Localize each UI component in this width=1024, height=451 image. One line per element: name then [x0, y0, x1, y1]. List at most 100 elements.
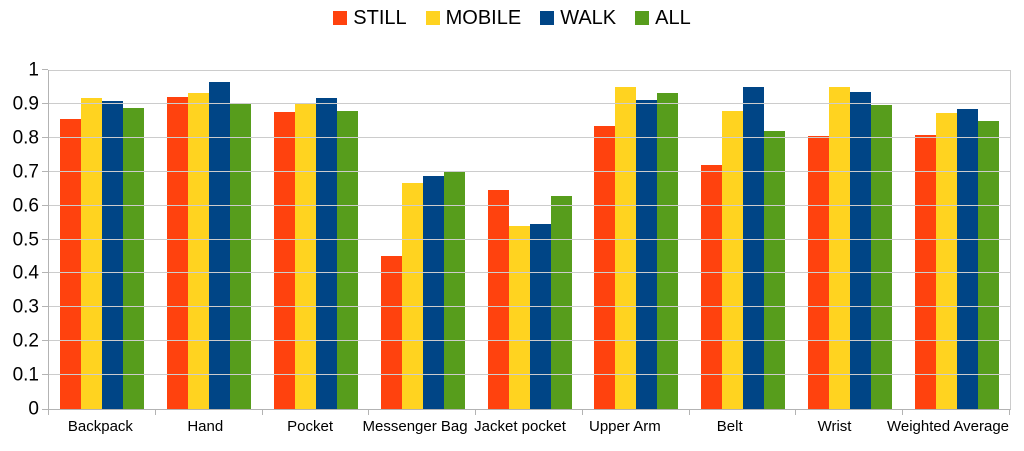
bar-still-upper-arm: [594, 125, 616, 409]
x-axis-tick: [902, 409, 903, 415]
gridline-y-0.1: [49, 374, 1010, 375]
y-axis-label: 0: [28, 398, 39, 420]
bar-all-jacket-pocket: [550, 195, 572, 409]
bar-mobile-messenger-bag: [401, 182, 423, 409]
bar-mobile-belt: [722, 111, 744, 409]
x-category-label: Weighted Average: [886, 418, 1010, 435]
bar-mobile-weighted-average: [935, 113, 957, 409]
legend-item-still: STILL: [333, 7, 407, 29]
y-axis-label: 0.1: [12, 364, 39, 386]
y-axis-tick: [42, 340, 48, 341]
x-category-label: Upper Arm: [589, 418, 661, 435]
y-axis-label: 0.3: [12, 296, 39, 318]
y-axis-tick: [42, 239, 48, 240]
bar-group-backpack: [49, 70, 156, 409]
y-axis-tick: [42, 272, 48, 273]
gridline-y-0.3: [49, 306, 1010, 307]
x-axis-tick: [368, 409, 369, 415]
x-category-label: Jacket pocket: [474, 418, 566, 435]
legend-swatch-icon: [425, 11, 440, 25]
bar-all-wrist: [870, 104, 892, 409]
bar-group-messenger-bag: [369, 70, 476, 409]
legend-swatch-icon: [333, 11, 348, 25]
bar-still-pocket: [273, 111, 295, 409]
bar-mobile-hand: [188, 92, 210, 409]
y-axis-label: 0.5: [12, 229, 39, 251]
y-axis-label: 1: [28, 59, 39, 81]
bar-walk-weighted-average: [956, 108, 978, 409]
x-axis-tick: [795, 409, 796, 415]
bar-mobile-pocket: [294, 103, 316, 409]
bar-walk-upper-arm: [636, 99, 658, 409]
bar-group-upper-arm: [583, 70, 690, 409]
y-axis-tick: [42, 205, 48, 206]
bar-still-hand: [167, 97, 189, 409]
bar-all-belt: [764, 131, 786, 409]
gridline-y-0.2: [49, 340, 1010, 341]
y-axis-tick: [42, 137, 48, 138]
y-axis-label: 0.9: [12, 93, 39, 115]
bar-walk-backpack: [102, 100, 124, 409]
bar-all-hand: [230, 102, 252, 409]
bar-still-messenger-bag: [380, 255, 402, 409]
bar-walk-wrist: [849, 92, 871, 409]
bar-still-backpack: [60, 119, 82, 409]
legend-swatch-icon: [635, 11, 650, 25]
gridline-y-0.5: [49, 239, 1010, 240]
x-axis-tick: [48, 409, 49, 415]
gridline-y-0.4: [49, 272, 1010, 273]
x-category-label: Backpack: [67, 418, 133, 435]
gridline-y-1: [49, 70, 1010, 71]
plot-area: [42, 69, 1011, 410]
bar-group-belt: [690, 70, 797, 409]
legend-label: STILL: [353, 7, 407, 29]
bar-all-upper-arm: [657, 93, 679, 409]
bar-still-belt: [701, 164, 723, 409]
gridline-y-0.9: [49, 103, 1010, 104]
bar-mobile-jacket-pocket: [508, 226, 530, 409]
bar-walk-pocket: [315, 97, 337, 409]
legend-label: ALL: [655, 7, 691, 29]
bar-group-jacket-pocket: [476, 70, 583, 409]
bar-all-backpack: [123, 107, 145, 409]
legend-label: WALK: [560, 7, 617, 29]
bar-walk-belt: [743, 86, 765, 409]
y-axis-tick: [42, 171, 48, 172]
legend-item-mobile: MOBILE: [425, 7, 522, 29]
x-category-label: Belt: [716, 418, 743, 435]
y-axis-label: 0.2: [12, 330, 39, 352]
legend-item-all: ALL: [635, 8, 691, 28]
bar-mobile-backpack: [81, 98, 103, 409]
bar-all-messenger-bag: [443, 171, 465, 409]
y-axis-tick: [42, 103, 48, 104]
legend-label: MOBILE: [445, 7, 522, 29]
y-axis-label: 0.4: [12, 262, 39, 284]
y-axis-tick: [42, 409, 48, 410]
legend-swatch-icon: [540, 11, 555, 25]
x-axis-tick: [475, 409, 476, 415]
gridline-y-0.7: [49, 171, 1010, 172]
bar-all-pocket: [336, 111, 358, 409]
x-category-label: Messenger Bag: [362, 418, 468, 435]
x-axis-tick: [582, 409, 583, 415]
gridline-y-0.8: [49, 137, 1010, 138]
y-axis-label: 0.7: [12, 161, 39, 183]
x-category-label: Wrist: [817, 418, 852, 435]
gridline-y-0.6: [49, 205, 1010, 206]
bar-walk-jacket-pocket: [529, 224, 551, 409]
y-axis-label: 0.8: [12, 127, 39, 149]
y-axis-label: 0.6: [12, 195, 39, 217]
y-axis-tick: [42, 374, 48, 375]
x-axis-tick: [1009, 409, 1010, 415]
legend-item-walk: WALK: [540, 8, 616, 28]
bar-still-jacket-pocket: [487, 190, 509, 409]
x-axis-tick: [155, 409, 156, 415]
bar-group-pocket: [263, 70, 370, 409]
x-axis-tick: [689, 409, 690, 415]
x-axis-labels: Backpack Hand Pocket Messenger Bag Jacket po…: [48, 418, 1009, 436]
bar-all-weighted-average: [977, 120, 999, 409]
y-axis-tick: [42, 69, 48, 70]
bar-walk-hand: [209, 81, 231, 409]
x-category-label: Pocket: [287, 418, 334, 435]
